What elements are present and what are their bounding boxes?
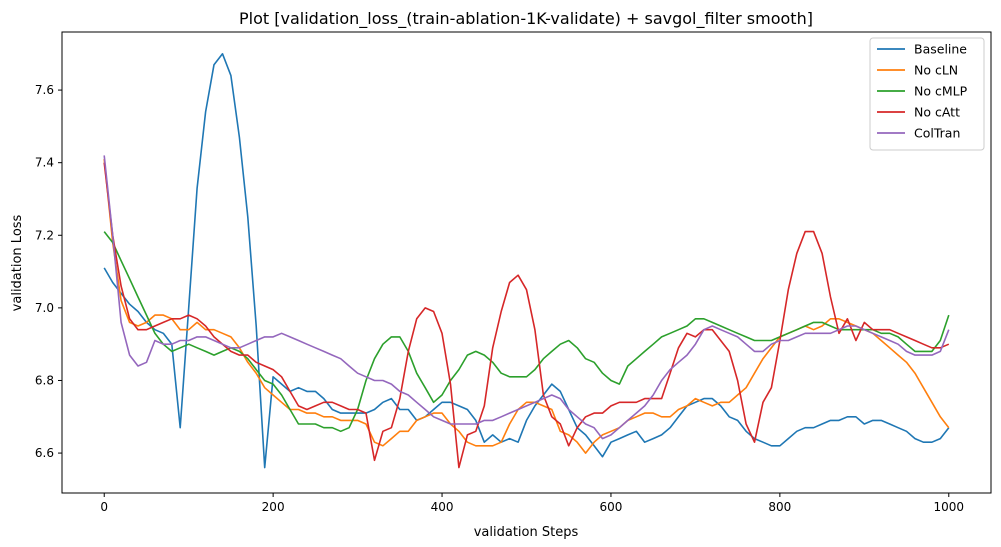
y-tick-label: 7.4 xyxy=(35,156,54,170)
y-tick-label: 7.6 xyxy=(35,83,54,97)
legend-label-no-cmlp: No cMLP xyxy=(914,84,968,99)
x-tick-label: 400 xyxy=(431,500,454,514)
x-axis: 0 200 400 600 800 1000 xyxy=(100,493,964,514)
y-tick-label: 7.2 xyxy=(35,228,54,242)
legend-frame xyxy=(869,37,985,151)
legend-label-no-cln: No cLN xyxy=(914,63,958,78)
series-line-no-cln xyxy=(103,158,950,454)
x-tick-label: 1000 xyxy=(933,500,964,514)
series-line-no-cmlp xyxy=(103,231,950,433)
series-line-baseline xyxy=(103,52,950,469)
y-tick-label: 6.8 xyxy=(35,373,54,387)
x-tick-label: 200 xyxy=(262,500,285,514)
x-tick-label: 600 xyxy=(600,500,623,514)
x-tick-label: 0 xyxy=(100,500,108,514)
legend-label-no-catt: No cAtt xyxy=(914,105,960,120)
legend-label-baseline: Baseline xyxy=(914,42,967,57)
y-tick-label: 6.6 xyxy=(35,446,54,460)
legend: Baseline No cLN No cMLP No cAtt ColTran xyxy=(869,37,985,151)
x-tick-label: 800 xyxy=(768,500,791,514)
y-axis-label: validation Loss xyxy=(10,214,25,311)
series-line-coltran xyxy=(103,155,950,440)
plot-frame xyxy=(61,31,992,494)
y-tick-label: 7.0 xyxy=(35,301,54,315)
series-line-no-catt xyxy=(103,162,950,469)
legend-label-coltran: ColTran xyxy=(914,126,960,141)
x-axis-label: validation Steps xyxy=(474,525,579,540)
plot-area xyxy=(103,52,950,469)
y-axis: 6.6 6.8 7.0 7.2 7.4 7.6 xyxy=(35,83,62,460)
chart-title: Plot [validation_loss_(train-ablation-1K… xyxy=(239,9,813,29)
